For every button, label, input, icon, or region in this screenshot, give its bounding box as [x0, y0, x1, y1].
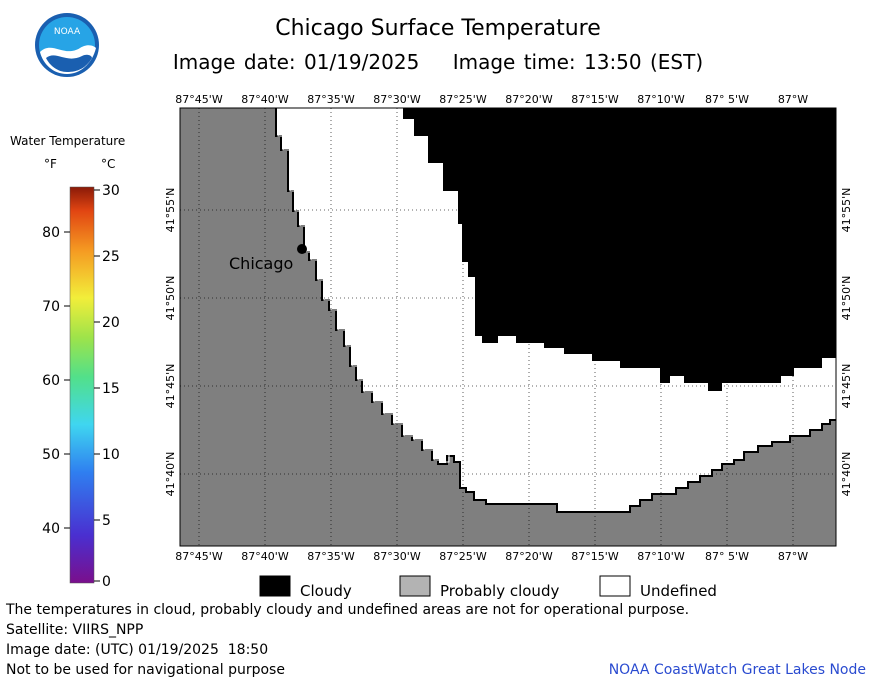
legend-title: Water Temperature	[10, 134, 126, 148]
longitude-label: 87°25'W	[439, 93, 487, 106]
longitude-label: 87°15'W	[571, 93, 619, 106]
longitude-label: 87°10'W	[637, 93, 685, 106]
latitude-label: 41°55'N	[164, 188, 177, 233]
chicago-marker	[297, 244, 307, 254]
celsius-tick-label: 25	[102, 249, 120, 265]
legend-unit-fahrenheit: °F	[44, 157, 57, 171]
fahrenheit-tick-label: 40	[42, 521, 60, 537]
probably-cloudy-label: Probably cloudy	[440, 582, 559, 600]
latitude-label: 41°55'N	[840, 188, 853, 233]
satellite-text: Satellite: VIIRS_NPP	[6, 622, 144, 638]
celsius-ticks: 0 5 10 15 20 25 30	[94, 183, 120, 590]
utc-date-text: Image date: (UTC) 01/19/2025 18:50	[6, 642, 269, 658]
credit-text: NOAA CoastWatch Great Lakes Node	[608, 662, 866, 678]
left-latitude-labels: 41°55'N 41°50'N 41°45'N 41°40'N	[164, 188, 177, 497]
legend-unit-celsius: °C	[101, 157, 116, 171]
celsius-tick-label: 30	[102, 183, 120, 199]
longitude-label: 87°20'W	[505, 550, 553, 563]
latitude-label: 41°50'N	[164, 276, 177, 321]
undefined-swatch	[599, 575, 631, 597]
longitude-label: 87°40'W	[241, 550, 289, 563]
longitude-label: 87°W	[778, 550, 808, 563]
land-region	[180, 108, 836, 546]
undefined-label: Undefined	[640, 582, 717, 600]
map-panel: Chicago	[179, 107, 837, 547]
latitude-label: 41°40'N	[164, 452, 177, 497]
noaa-logo: NOAA	[35, 13, 99, 77]
longitude-label: 87°30'W	[373, 550, 421, 563]
navigation-warning: Not to be used for navigational purpose	[6, 662, 285, 678]
longitude-label: 87°40'W	[241, 93, 289, 106]
fahrenheit-tick-label: 50	[42, 447, 60, 463]
longitude-label: 87° 5'W	[705, 550, 749, 563]
fahrenheit-tick-label: 70	[42, 299, 60, 315]
longitude-label: 87°10'W	[637, 550, 685, 563]
celsius-tick-label: 15	[102, 381, 120, 397]
temperature-color-bar	[69, 186, 95, 584]
page-title: Chicago Surface Temperature	[275, 16, 601, 41]
cloudy-label: Cloudy	[300, 582, 352, 600]
longitude-label: 87°45'W	[175, 550, 223, 563]
right-latitude-labels: 41°55'N 41°50'N 41°45'N 41°40'N	[840, 188, 853, 497]
celsius-tick-label: 20	[102, 315, 120, 331]
longitude-label: 87°45'W	[175, 93, 223, 106]
chicago-label: Chicago	[229, 254, 293, 273]
logo-text: NOAA	[54, 27, 81, 37]
fahrenheit-ticks: 40 50 60 70 80	[42, 225, 70, 537]
longitude-label: 87°25'W	[439, 550, 487, 563]
longitude-label: 87°15'W	[571, 550, 619, 563]
longitude-label: 87°W	[778, 93, 808, 106]
cloud-region	[403, 108, 836, 391]
longitude-label: 87°35'W	[307, 550, 355, 563]
latitude-label: 41°45'N	[164, 364, 177, 409]
top-longitude-labels: 87°45'W 87°40'W 87°35'W 87°30'W 87°25'W 87°20…	[175, 93, 808, 106]
graticule	[180, 108, 836, 546]
cloudy-swatch	[259, 575, 291, 597]
latitude-label: 41°50'N	[840, 276, 853, 321]
longitude-label: 87°30'W	[373, 93, 421, 106]
celsius-tick-label: 10	[102, 447, 120, 463]
longitude-label: 87° 5'W	[705, 93, 749, 106]
longitude-label: 87°20'W	[505, 93, 553, 106]
latitude-label: 41°45'N	[840, 364, 853, 409]
latitude-label: 41°40'N	[840, 452, 853, 497]
fahrenheit-tick-label: 60	[42, 373, 60, 389]
celsius-tick-label: 0	[102, 574, 111, 590]
disclaimer-text: The temperatures in cloud, probably clou…	[6, 602, 690, 618]
celsius-tick-label: 5	[102, 513, 111, 529]
bottom-longitude-labels: 87°45'W 87°40'W 87°35'W 87°30'W 87°25'W 87°20…	[175, 550, 808, 563]
longitude-label: 87°35'W	[307, 93, 355, 106]
probably-cloudy-swatch	[399, 575, 431, 597]
image-date-time: Image date: 01/19/2025 Image time: 13:50…	[172, 50, 704, 74]
fahrenheit-tick-label: 80	[42, 225, 60, 241]
